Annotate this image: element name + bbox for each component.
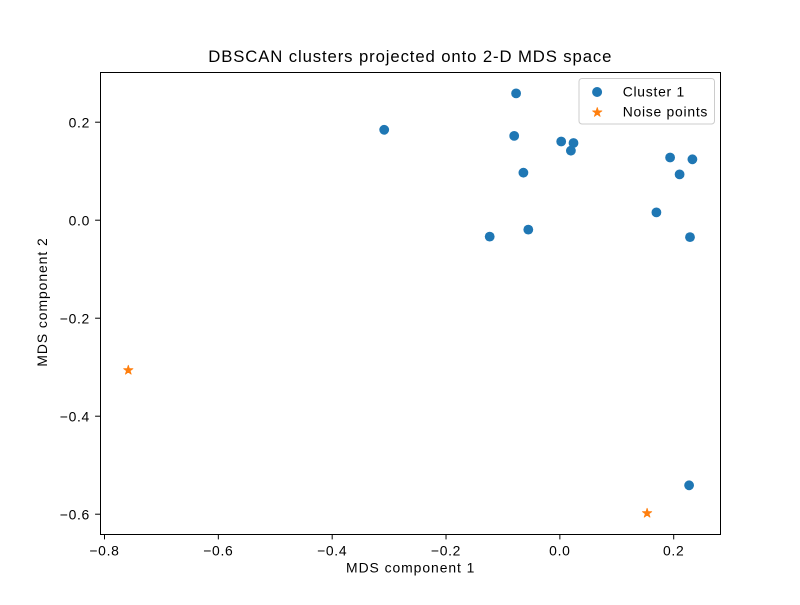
svg-text:−0.2: −0.2	[431, 542, 461, 558]
svg-text:MDS component 1: MDS component 1	[346, 560, 475, 576]
svg-text:−0.6: −0.6	[60, 506, 90, 522]
svg-text:0.0: 0.0	[69, 212, 90, 228]
svg-text:−0.8: −0.8	[89, 542, 119, 558]
svg-text:Cluster 1: Cluster 1	[623, 83, 685, 99]
svg-text:Noise points: Noise points	[623, 103, 708, 119]
svg-text:0.0: 0.0	[549, 542, 570, 558]
svg-text:−0.4: −0.4	[317, 542, 347, 558]
svg-text:−0.4: −0.4	[60, 408, 90, 424]
svg-text:−0.2: −0.2	[60, 310, 90, 326]
svg-text:−0.6: −0.6	[203, 542, 233, 558]
svg-text:0.2: 0.2	[663, 542, 684, 558]
svg-text:DBSCAN clusters projected onto: DBSCAN clusters projected onto 2-D MDS s…	[208, 47, 612, 66]
svg-text:0.2: 0.2	[69, 114, 90, 130]
svg-text:MDS component 2: MDS component 2	[34, 237, 50, 366]
